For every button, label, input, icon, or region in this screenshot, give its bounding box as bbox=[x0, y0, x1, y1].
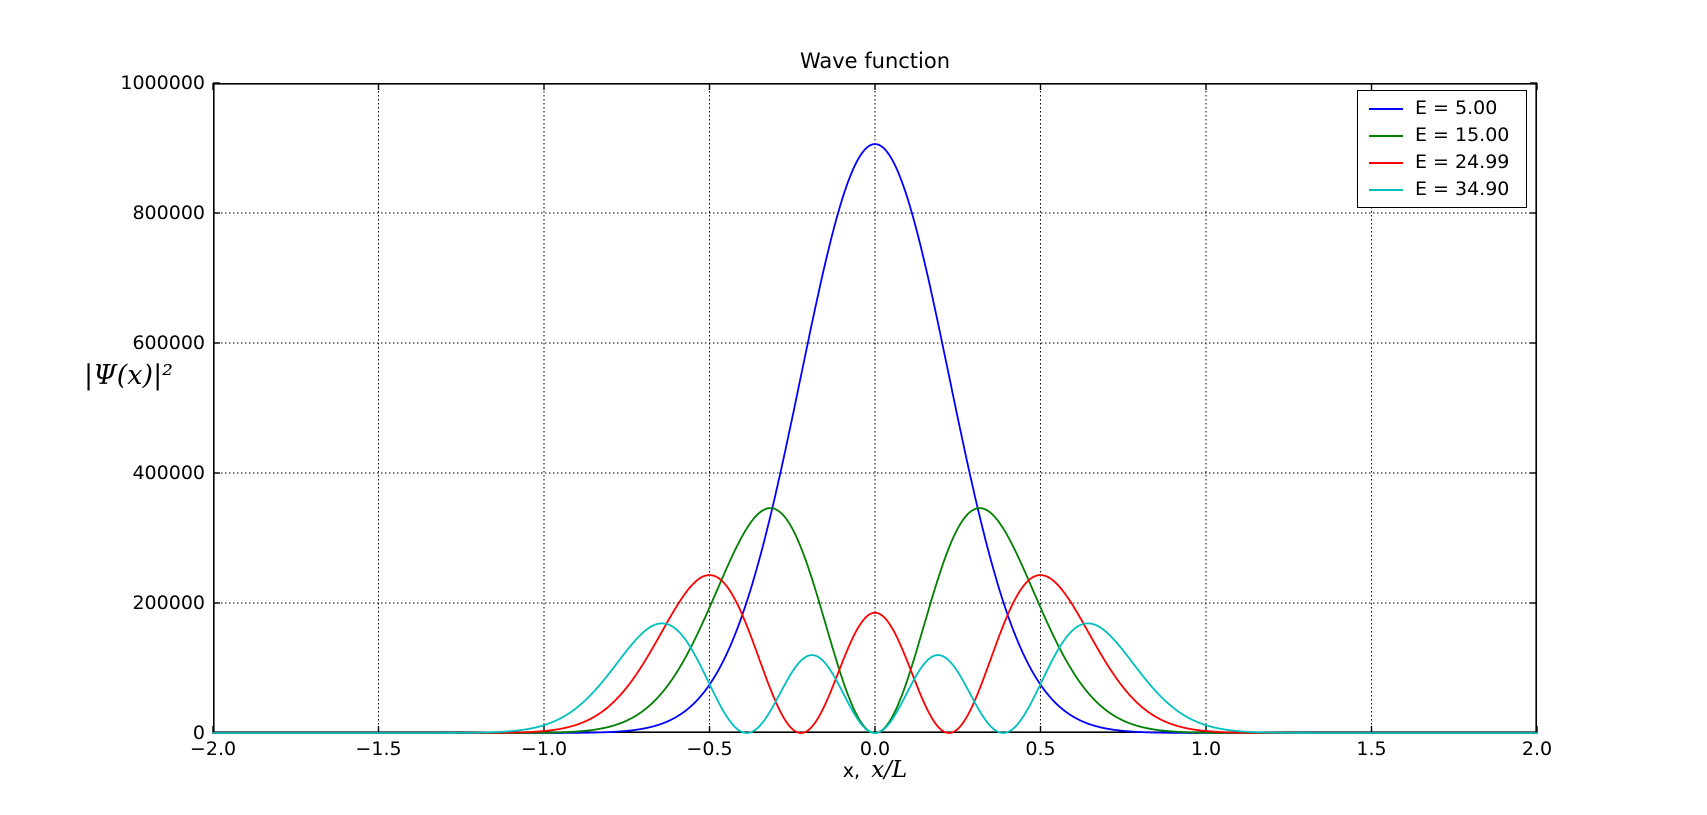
x-axis-label-math: x/L bbox=[871, 757, 908, 783]
x-tick-label: 1.5 bbox=[1356, 738, 1387, 760]
y-tick-label: 400000 bbox=[132, 462, 205, 484]
x-axis-label: x, x/L bbox=[213, 757, 1537, 783]
legend-label: E = 24.99 bbox=[1415, 151, 1510, 173]
legend-item: E = 5.00 bbox=[1358, 95, 1526, 122]
y-tick-label: 600000 bbox=[132, 332, 205, 354]
chart-title: Wave function bbox=[799, 49, 951, 73]
grid bbox=[213, 83, 1537, 733]
x-tick-label: 0.0 bbox=[859, 738, 891, 760]
x-axis-label-text: x, bbox=[842, 760, 861, 782]
y-tick-label: 0 bbox=[192, 722, 205, 744]
x-tick-label: −1.5 bbox=[355, 738, 402, 760]
x-tick-label: 0.5 bbox=[1025, 738, 1056, 760]
curve-series-2 bbox=[212, 574, 1538, 734]
legend-line-sample bbox=[1369, 188, 1403, 191]
legend-line-sample bbox=[1369, 161, 1403, 164]
legend-label: E = 34.90 bbox=[1415, 178, 1510, 200]
legend-item: E = 34.90 bbox=[1358, 176, 1526, 203]
x-tick-label: −1.0 bbox=[520, 738, 568, 760]
axis-ticks bbox=[212, 82, 1538, 734]
legend-label: E = 5.00 bbox=[1415, 97, 1498, 119]
legend: E = 5.00 E = 15.00 E = 24.99 E = 34.90 bbox=[1357, 90, 1527, 208]
plot-area bbox=[212, 82, 1538, 734]
y-tick-label: 1000000 bbox=[120, 72, 205, 94]
curve-series-3 bbox=[212, 622, 1538, 734]
y-axis-label: |Ψ(x)|² bbox=[84, 360, 173, 391]
y-tick-label: 800000 bbox=[132, 202, 205, 224]
legend-item: E = 15.00 bbox=[1358, 122, 1526, 149]
legend-label: E = 15.00 bbox=[1415, 124, 1510, 146]
x-tick-label: 1.0 bbox=[1190, 738, 1222, 760]
legend-line-sample bbox=[1369, 107, 1403, 110]
x-tick-label: −0.5 bbox=[686, 738, 733, 760]
x-tick-label: −2.0 bbox=[189, 738, 237, 760]
x-tick-label: 2.0 bbox=[1521, 738, 1553, 760]
legend-line-sample bbox=[1369, 134, 1403, 137]
legend-item: E = 24.99 bbox=[1358, 149, 1526, 176]
y-tick-label: 200000 bbox=[132, 592, 205, 614]
